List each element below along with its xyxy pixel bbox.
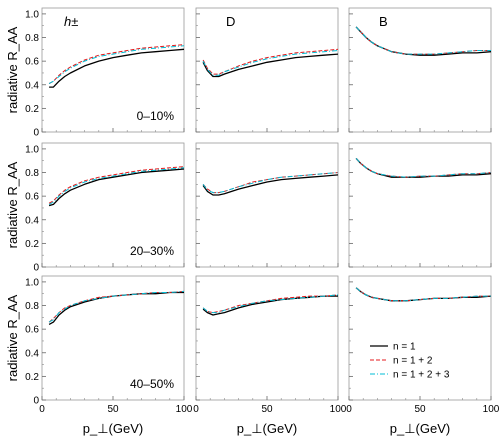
legend-label: n = 1 + 2 + 3 <box>393 370 450 381</box>
series-line-n123 <box>48 45 185 85</box>
y-tick-label: 0.4 <box>25 348 39 359</box>
panel-frame <box>348 7 492 133</box>
column-title-h: h± <box>64 14 78 29</box>
series-line-n1 <box>355 157 492 178</box>
y-tick-label: 0.2 <box>25 104 39 115</box>
y-axis-label: radiative R_AA <box>5 294 20 381</box>
panel-0-1: D <box>195 7 339 133</box>
x-tick-label: 100 <box>483 404 499 415</box>
series-line-n12 <box>48 166 185 204</box>
y-tick-label: 0 <box>33 263 39 274</box>
series-line-n123 <box>355 158 492 178</box>
legend: n = 1 n = 1 + 2 n = 1 + 2 + 3 <box>370 342 450 381</box>
y-tick-label: 0.8 <box>25 168 39 179</box>
panel-0-0: 0 0.2 0.4 0.6 0.8 1.0 h± 0–10% <box>25 7 185 139</box>
column-title-b: B <box>379 14 388 29</box>
y-tick-label: 0.4 <box>25 80 39 91</box>
y-tick-label: 1.0 <box>25 144 39 155</box>
series-line-n123 <box>355 26 491 55</box>
panel-1-1 <box>195 142 339 268</box>
y-axis-label: radiative R_AA <box>5 26 20 113</box>
x-tick-label: 0 <box>346 404 352 415</box>
series-line-n1 <box>202 53 339 78</box>
series-line-n123 <box>202 294 339 314</box>
panel-0-2: B <box>348 7 492 133</box>
series-line-n123 <box>355 287 491 302</box>
x-tick-label: 0 <box>193 404 199 415</box>
y-tick-label: 0.8 <box>25 301 39 312</box>
y-axis-label: radiative R_AA <box>5 161 20 248</box>
y-tick-label: 1.0 <box>25 277 39 288</box>
panel-2-2: 0 50 100 <box>346 275 499 415</box>
series-line-n123 <box>48 167 185 205</box>
y-tick-label: 0.6 <box>25 192 39 203</box>
panel-frame <box>195 142 339 268</box>
series-line-n12 <box>202 48 339 75</box>
panel-1-0: 0 0.2 0.4 0.6 0.8 1.0 20–30% <box>25 142 185 274</box>
series-line-n1 <box>48 168 185 207</box>
series-line-n12 <box>355 26 491 55</box>
panel-1-2 <box>348 142 492 268</box>
y-tick-label: 0.2 <box>25 239 39 250</box>
series-line-n1 <box>202 174 339 196</box>
panel-2-0: 0 0.2 0.4 0.6 0.8 1.0 0 50 100 40–50% <box>25 275 193 415</box>
legend-label: n = 1 <box>393 342 416 353</box>
y-tick-label: 0.6 <box>25 325 39 336</box>
legend-label: n = 1 + 2 <box>393 356 433 367</box>
x-axis-label: p_⊥(GeV) <box>83 421 143 436</box>
panel-frame <box>348 275 492 401</box>
series-line-n1 <box>49 48 185 88</box>
centrality-label: 0–10% <box>137 109 175 123</box>
centrality-label: 40–50% <box>130 377 174 391</box>
column-title-d: D <box>226 14 235 29</box>
x-tick-label: 100 <box>330 404 347 415</box>
x-axis-label: p_⊥(GeV) <box>390 421 450 436</box>
series-line-n1 <box>48 291 184 325</box>
series-line-n12 <box>202 294 339 314</box>
y-tick-label: 0 <box>33 396 39 407</box>
series-line-n1 <box>202 295 338 316</box>
y-tick-label: 0.4 <box>25 215 39 226</box>
panel-2-1: 0 50 100 <box>193 275 347 415</box>
panel-frame <box>195 275 339 401</box>
y-tick-label: 0.8 <box>25 33 39 44</box>
y-tick-label: 0.6 <box>25 57 39 68</box>
panel-frame <box>195 7 339 133</box>
series-line-n123 <box>202 172 339 194</box>
centrality-label: 20–30% <box>130 244 174 258</box>
x-axis-label: p_⊥(GeV) <box>237 421 297 436</box>
series-line-n12 <box>202 172 339 194</box>
x-tick-label: 50 <box>107 404 119 415</box>
x-tick-label: 0 <box>39 404 45 415</box>
y-tick-label: 0.2 <box>25 372 39 383</box>
y-tick-label: 1.0 <box>25 9 39 20</box>
x-tick-label: 50 <box>261 404 273 415</box>
x-tick-label: 100 <box>176 404 193 415</box>
series-line-n12 <box>48 44 185 85</box>
y-tick-label: 0 <box>33 128 39 139</box>
x-tick-label: 50 <box>414 404 426 415</box>
series-line-n123 <box>202 50 339 76</box>
panel-frame <box>348 142 492 268</box>
series-line-n123 <box>48 290 185 323</box>
